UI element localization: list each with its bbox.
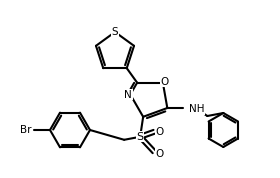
Text: S: S: [137, 132, 144, 142]
Text: O: O: [161, 77, 169, 87]
Text: Br: Br: [20, 125, 32, 135]
Text: O: O: [155, 149, 163, 159]
Text: O: O: [155, 127, 163, 137]
Text: S: S: [112, 27, 118, 37]
Text: NH: NH: [189, 104, 205, 114]
Text: N: N: [124, 90, 132, 100]
